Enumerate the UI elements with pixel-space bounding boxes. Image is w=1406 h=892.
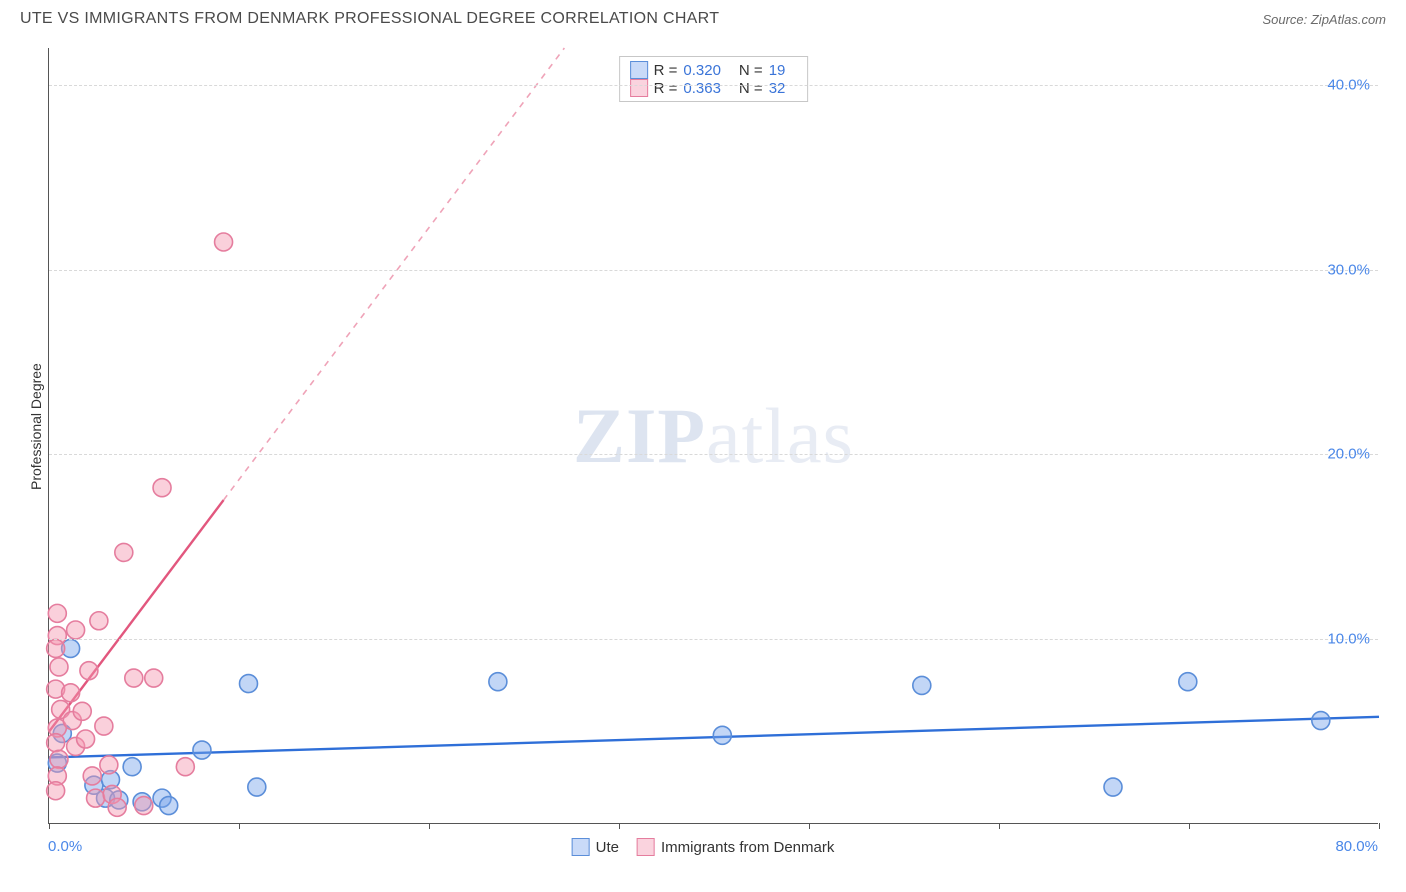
data-point-denmark [80,662,98,680]
data-point-denmark [176,758,194,776]
data-point-ute [489,673,507,691]
y-tick-label: 30.0% [1327,261,1370,278]
x-tick-mark [1189,823,1190,829]
data-point-ute [1312,712,1330,730]
data-point-denmark [153,479,171,497]
x-tick-mark [49,823,50,829]
data-point-denmark [87,789,105,807]
source-label: Source: ZipAtlas.com [1262,12,1386,27]
plot-svg [49,48,1378,823]
data-point-ute [248,778,266,796]
data-point-ute [1179,673,1197,691]
swatch-blue-icon [572,838,590,856]
data-point-ute [160,797,178,815]
data-point-denmark [77,730,95,748]
gridline [49,85,1378,86]
data-point-ute [713,726,731,744]
data-point-denmark [47,782,65,800]
x-tick-mark [239,823,240,829]
data-point-ute [1104,778,1122,796]
gridline [49,270,1378,271]
gridline [49,639,1378,640]
trend-line-denmark-dashed [224,48,565,500]
data-point-denmark [100,756,118,774]
data-point-denmark [95,717,113,735]
x-axis-max-label: 80.0% [1335,838,1378,855]
x-tick-mark [429,823,430,829]
y-tick-label: 10.0% [1327,631,1370,648]
data-point-denmark [83,767,101,785]
x-axis-min-label: 0.0% [48,838,82,855]
header: UTE VS IMMIGRANTS FROM DENMARK PROFESSIO… [0,0,1406,34]
data-point-denmark [90,612,108,630]
data-point-denmark [125,669,143,687]
data-point-denmark [73,702,91,720]
data-point-denmark [47,639,65,657]
legend-label-denmark: Immigrants from Denmark [661,839,834,856]
data-point-ute [193,741,211,759]
data-point-denmark [145,669,163,687]
x-tick-mark [809,823,810,829]
data-point-denmark [62,684,80,702]
data-point-denmark [67,621,85,639]
data-point-denmark [50,750,68,768]
data-point-denmark [108,798,126,816]
swatch-pink-icon [637,838,655,856]
y-tick-label: 20.0% [1327,446,1370,463]
data-point-denmark [115,543,133,561]
gridline [49,454,1378,455]
data-point-denmark [50,658,68,676]
series-legend: Ute Immigrants from Denmark [572,838,835,856]
y-tick-label: 40.0% [1327,76,1370,93]
data-point-ute [240,675,258,693]
legend-item-ute: Ute [572,838,619,856]
legend-label-ute: Ute [596,839,619,856]
data-point-denmark [135,797,153,815]
chart-title: UTE VS IMMIGRANTS FROM DENMARK PROFESSIO… [20,10,719,28]
chart-plot-area: ZIPatlas R = 0.320 N = 19 R = 0.363 N = … [48,48,1378,824]
data-point-denmark [47,734,65,752]
data-point-ute [913,676,931,694]
data-point-denmark [48,604,66,622]
x-tick-mark [1379,823,1380,829]
data-point-ute [123,758,141,776]
data-point-denmark [215,233,233,251]
y-axis-title: Professional Degree [28,363,44,490]
x-tick-mark [619,823,620,829]
legend-item-denmark: Immigrants from Denmark [637,838,834,856]
x-tick-mark [999,823,1000,829]
